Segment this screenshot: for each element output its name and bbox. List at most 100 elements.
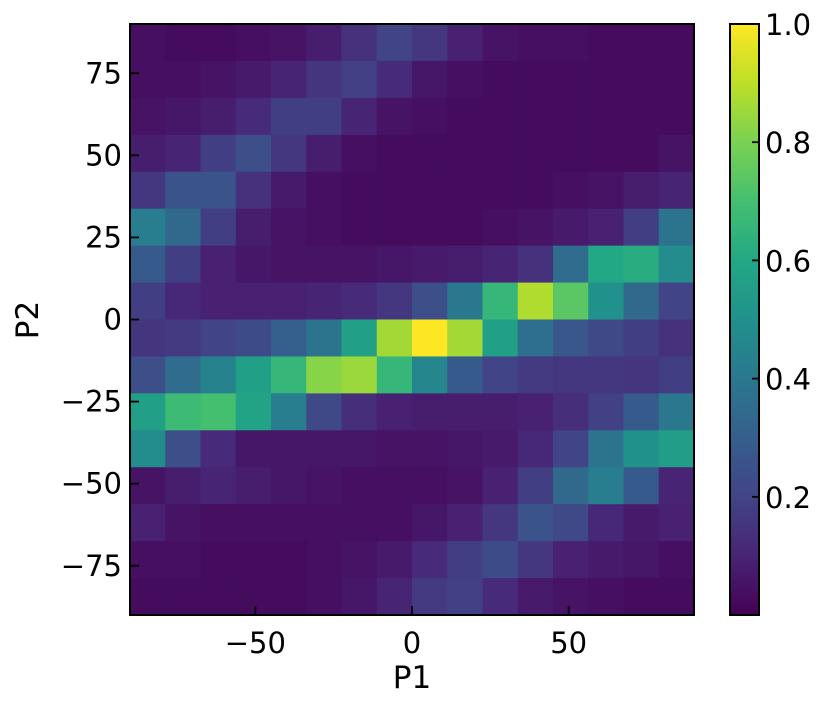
y-tick-label: −75: [61, 549, 122, 583]
heatmap-cell: [306, 97, 343, 136]
heatmap-cell: [306, 356, 343, 394]
heatmap-cell: [623, 171, 660, 210]
heatmap-cell: [482, 97, 519, 136]
x-tick-label: 50: [550, 626, 587, 660]
heatmap-cell: [482, 24, 519, 62]
heatmap-cell: [130, 578, 166, 616]
heatmap-cell: [623, 134, 660, 173]
heatmap-cell: [412, 60, 448, 99]
heatmap-cell: [588, 24, 625, 62]
heatmap-cell: [588, 134, 625, 173]
heatmap-cell: [553, 578, 589, 616]
heatmap-cell: [412, 97, 448, 136]
colorbar-tick-label: 0.8: [765, 126, 811, 160]
heatmap-cell: [553, 171, 589, 210]
heatmap-cell: [658, 245, 695, 284]
heatmap-cell: [376, 393, 413, 431]
heatmap-cell: [376, 208, 413, 247]
heatmap-cell: [165, 282, 202, 321]
heatmap-cell: [517, 430, 554, 468]
heatmap-cell: [200, 393, 237, 431]
heatmap-cell: [658, 208, 695, 247]
heatmap-cell: [588, 245, 625, 284]
heatmap-cell: [306, 541, 343, 579]
heatmap-cell: [200, 24, 237, 62]
heatmap-cell: [658, 578, 695, 616]
heatmap-cell: [412, 171, 448, 210]
heatmap-cell: [517, 97, 554, 136]
heatmap-cell: [553, 60, 589, 99]
heatmap-cell: [271, 24, 307, 62]
heatmap-cell: [200, 134, 237, 173]
y-tick-label: −50: [61, 467, 122, 501]
y-tick-label: 50: [85, 138, 122, 172]
heatmap-cell: [553, 208, 589, 247]
heatmap-cell: [447, 60, 484, 99]
heatmap-cell: [588, 467, 625, 505]
heatmap-cell: [658, 430, 695, 468]
heatmap-cell: [271, 319, 307, 358]
heatmap-cell: [306, 578, 343, 616]
heatmap-cell: [623, 467, 660, 505]
heatmap-cell: [235, 24, 272, 62]
heatmap-cell: [588, 282, 625, 321]
heatmap-cell: [588, 60, 625, 99]
heatmap-cell: [517, 393, 554, 431]
heatmap-cell: [306, 60, 343, 99]
y-tick-label: −25: [61, 385, 122, 419]
heatmap-cell: [235, 171, 272, 210]
heatmap-cell: [482, 578, 519, 616]
heatmap-cell: [271, 282, 307, 321]
heatmap-cell: [412, 578, 448, 616]
heatmap-cell: [200, 504, 237, 542]
heatmap-cell: [200, 467, 237, 505]
heatmap-cell: [588, 430, 625, 468]
heatmap-cell: [447, 171, 484, 210]
heatmap-cell: [553, 24, 589, 62]
heatmap-cell: [341, 60, 378, 99]
heatmap-cell: [235, 578, 272, 616]
heatmap-cell: [165, 24, 202, 62]
heatmap-cell: [341, 504, 378, 542]
heatmap-cell: [130, 245, 166, 284]
heatmap-cell: [588, 319, 625, 358]
y-tick-label: 25: [85, 220, 122, 254]
heatmap-cell: [376, 282, 413, 321]
heatmap-cell: [588, 393, 625, 431]
x-axis-label: P1: [393, 660, 431, 696]
heatmap-cell: [130, 208, 166, 247]
heatmap-cell: [235, 541, 272, 579]
heatmap-cell: [235, 97, 272, 136]
heatmap-cell: [376, 134, 413, 173]
heatmap-cell: [235, 208, 272, 247]
y-tick-label: 75: [85, 56, 122, 90]
heatmap-cell: [341, 245, 378, 284]
heatmap-cell: [130, 24, 166, 62]
heatmap-cell: [412, 393, 448, 431]
heatmap-cell: [235, 134, 272, 173]
heatmap-cell: [200, 97, 237, 136]
heatmap-cell: [341, 393, 378, 431]
heatmap-cell: [553, 541, 589, 579]
heatmap-cell: [447, 393, 484, 431]
heatmap-cell: [553, 282, 589, 321]
heatmap-cell: [482, 208, 519, 247]
heatmap-cells: [130, 24, 695, 616]
heatmap-cell: [482, 60, 519, 99]
heatmap-cell: [517, 208, 554, 247]
heatmap-cell: [165, 171, 202, 210]
heatmap-cell: [306, 208, 343, 247]
heatmap-cell: [553, 393, 589, 431]
heatmap-cell: [306, 24, 343, 62]
heatmap-cell: [447, 578, 484, 616]
heatmap-cell: [306, 282, 343, 321]
heatmap-cell: [623, 430, 660, 468]
heatmap-cell: [235, 319, 272, 358]
heatmap-cell: [623, 578, 660, 616]
heatmap-cell: [447, 319, 484, 358]
heatmap-cell: [412, 282, 448, 321]
heatmap-cell: [412, 245, 448, 284]
heatmap-cell: [271, 97, 307, 136]
heatmap-cell: [130, 467, 166, 505]
heatmap-cell: [482, 134, 519, 173]
